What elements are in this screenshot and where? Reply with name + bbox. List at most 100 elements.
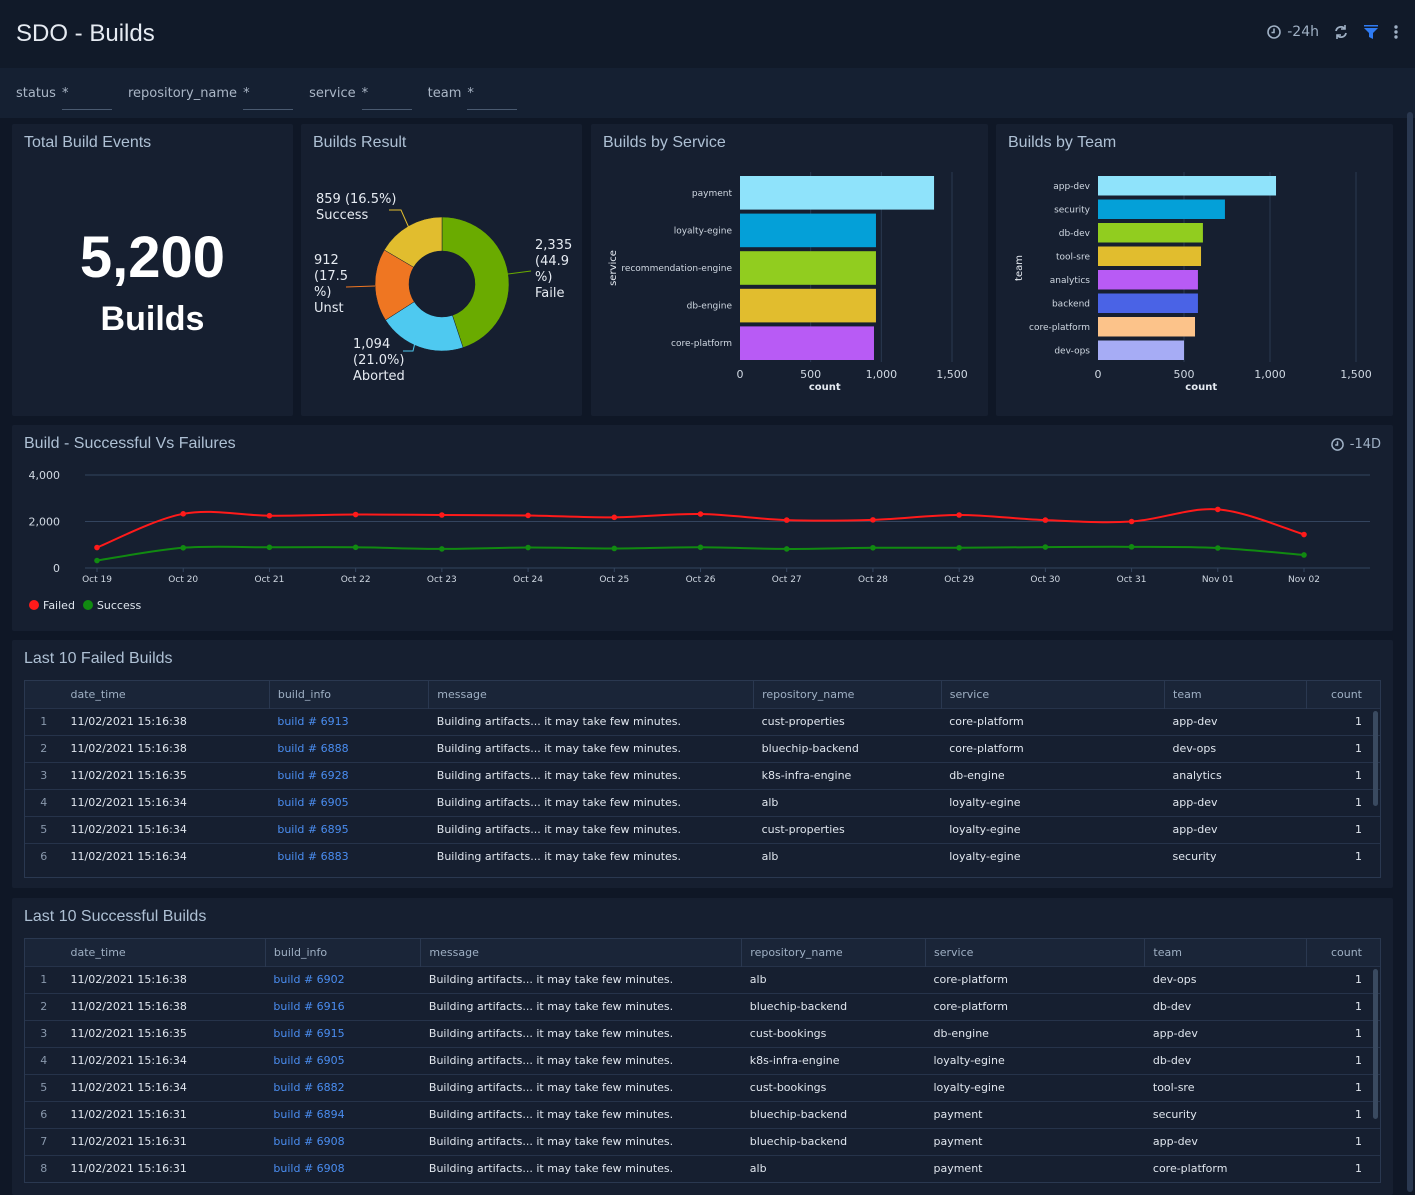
column-header-team[interactable]: team (1164, 681, 1307, 708)
build-link[interactable]: build # 6883 (277, 850, 349, 864)
bar-recommendation-engine[interactable] (740, 251, 876, 285)
data-point-success[interactable] (180, 544, 187, 551)
successful-builds-table: date_time build_info message repository_nam… (24, 938, 1381, 1183)
column-header-build_info[interactable]: build_info (265, 939, 422, 966)
data-point-failed[interactable] (870, 517, 876, 523)
data-point-success[interactable] (525, 544, 531, 551)
bar-security[interactable] (1098, 199, 1225, 220)
build-link[interactable]: build # 6882 (273, 1081, 345, 1094)
data-point-success[interactable] (1301, 552, 1307, 558)
data-point-failed[interactable] (352, 511, 359, 518)
build-link[interactable]: build # 6913 (277, 715, 349, 728)
time-range-button[interactable]: -24h (1267, 24, 1319, 40)
legend-success[interactable]: Success (82, 599, 141, 612)
build-link[interactable]: build # 6905 (273, 1054, 345, 1067)
data-point-failed[interactable] (1301, 531, 1307, 538)
bar-core-platform[interactable] (1098, 317, 1196, 337)
data-point-failed[interactable] (439, 512, 445, 518)
bar-db-dev[interactable] (1098, 223, 1203, 243)
bar-loyalty-egine[interactable] (740, 213, 876, 248)
bar-tool-sre[interactable] (1098, 246, 1202, 267)
cell-count: 1 (1306, 734, 1380, 762)
filter-value[interactable]: * (467, 86, 518, 110)
data-point-success[interactable] (1214, 545, 1221, 551)
legend-failed[interactable]: Failed (29, 599, 75, 612)
build-link[interactable]: build # 6894 (273, 1108, 345, 1121)
data-point-failed[interactable] (611, 514, 618, 521)
more-vertical-icon[interactable] (1393, 24, 1399, 40)
trend-time-range[interactable]: -14D (1330, 437, 1381, 452)
data-point-success[interactable] (697, 544, 704, 551)
column-header-service[interactable]: service (941, 681, 1166, 708)
data-point-failed[interactable] (1214, 506, 1221, 513)
column-header-message[interactable]: message (428, 681, 755, 708)
build-link[interactable]: build # 6905 (277, 796, 349, 809)
filter-repository_name[interactable]: repository_name * (128, 76, 294, 110)
x-tick-label: Oct 31 (1117, 575, 1147, 585)
bar-core-platform[interactable] (740, 326, 874, 360)
data-point-success[interactable] (870, 544, 876, 551)
x-tick-label: Oct 21 (254, 575, 284, 585)
build-link[interactable]: build # 6916 (273, 1000, 345, 1013)
x-tick-label: Oct 30 (1030, 575, 1060, 585)
filter-team[interactable]: team * (428, 76, 518, 110)
bar-db-engine[interactable] (740, 288, 876, 323)
x-tick-label: 1,500 (936, 368, 968, 381)
data-point-failed[interactable] (956, 512, 962, 518)
build-link[interactable]: build # 6928 (277, 769, 349, 782)
column-header-date_time[interactable]: date_time (62, 939, 266, 966)
bar-app-dev[interactable] (1098, 176, 1277, 196)
column-header-repository_name[interactable]: repository_name (753, 681, 942, 708)
build-link[interactable]: build # 6902 (273, 973, 345, 986)
build-link[interactable]: build # 6908 (273, 1162, 345, 1176)
page-scrollbar[interactable] (1407, 112, 1413, 1192)
filter-service[interactable]: service * (309, 76, 412, 110)
build-link[interactable]: build # 6915 (273, 1027, 345, 1040)
data-point-failed[interactable] (525, 512, 531, 519)
filter-value[interactable]: * (61, 86, 112, 110)
data-point-success[interactable] (352, 544, 359, 551)
data-point-success[interactable] (1128, 544, 1135, 550)
filter-icon[interactable] (1363, 24, 1379, 40)
slice-label: %) (535, 270, 552, 285)
cell-message: Building artifacts... it may take few mi… (420, 1154, 742, 1182)
data-point-success[interactable] (94, 557, 100, 564)
data-point-failed[interactable] (266, 512, 273, 519)
data-point-failed[interactable] (180, 511, 187, 517)
scrollbar[interactable] (1373, 711, 1378, 806)
build-link[interactable]: build # 6908 (273, 1135, 345, 1148)
data-point-failed[interactable] (1042, 517, 1049, 523)
scrollbar[interactable] (1373, 969, 1378, 1119)
column-header-repository_name[interactable]: repository_name (741, 939, 926, 966)
data-point-success[interactable] (956, 544, 962, 551)
filter-value[interactable]: * (243, 86, 294, 110)
column-header-message[interactable]: message (420, 939, 743, 966)
refresh-icon[interactable] (1333, 24, 1349, 40)
data-point-failed[interactable] (697, 511, 704, 517)
bar-backend[interactable] (1098, 293, 1198, 314)
table-row: 1 11/02/2021 15:16:38 build # 6913 Building… (25, 707, 1380, 735)
data-point-success[interactable] (439, 546, 445, 552)
slice-faile[interactable] (441, 216, 510, 348)
bar-dev-ops[interactable] (1098, 340, 1184, 361)
column-header-build_info[interactable]: build_info (269, 681, 430, 708)
data-point-failed[interactable] (783, 517, 790, 523)
bar-payment[interactable] (740, 176, 935, 210)
column-header-team[interactable]: team (1144, 939, 1307, 966)
data-point-success[interactable] (1042, 544, 1049, 550)
data-point-failed[interactable] (94, 544, 100, 551)
data-point-success[interactable] (783, 546, 790, 552)
bar-analytics[interactable] (1098, 270, 1198, 290)
slice-success[interactable] (383, 216, 443, 268)
build-link[interactable]: build # 6895 (277, 823, 349, 836)
column-header-count[interactable]: count (1306, 681, 1380, 708)
filter-status[interactable]: status * (16, 76, 112, 110)
data-point-success[interactable] (611, 545, 618, 552)
column-header-count[interactable]: count (1306, 939, 1380, 966)
build-link[interactable]: build # 6888 (277, 742, 349, 755)
column-header-date_time[interactable]: date_time (62, 681, 270, 708)
column-header-service[interactable]: service (925, 939, 1146, 966)
data-point-failed[interactable] (1128, 518, 1135, 525)
data-point-success[interactable] (266, 544, 273, 551)
filter-value[interactable]: * (361, 86, 412, 110)
